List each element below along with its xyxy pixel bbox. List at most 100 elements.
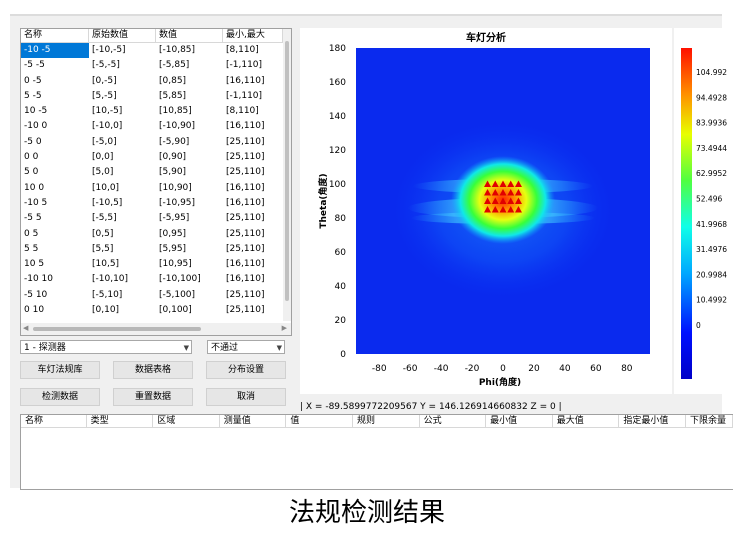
table-row[interactable]: -5 10 [-5,10] [-5,100] [25,110] — [21, 288, 283, 303]
table-row[interactable]: 5 -5 [5,-5] [5,85] [-1,110] — [21, 89, 283, 104]
table-row[interactable]: -10 10 [-10,10] [-10,100] [16,110] — [21, 272, 283, 287]
measurement-marker — [507, 180, 515, 187]
results-col-header[interactable]: 最大值 — [553, 415, 620, 427]
detect-data-button[interactable]: 检测数据 — [20, 388, 100, 406]
table-row[interactable]: -10 -5 [-10,-5] [-10,85] [8,110] — [21, 43, 283, 59]
table-row[interactable]: 10 0 [10,0] [10,90] [16,110] — [21, 181, 283, 196]
table-cell: 10 0 — [24, 182, 45, 193]
results-col-header[interactable]: 最小值 — [486, 415, 553, 427]
regulation-library-button[interactable]: 车灯法规库 — [20, 361, 100, 379]
table-cell: -10 5 — [24, 197, 48, 208]
table-cell: -5 -5 — [24, 60, 45, 71]
colorbar-tick-label: 31.4976 — [696, 245, 727, 254]
colorbar-svg: 104.992 94.4928 83.9936 73.4944 62.9952 52.49… — [681, 48, 727, 379]
table-cell: [16,110] — [226, 197, 265, 208]
data-table-rows: -10 -5 [-10,-5] [-10,85] [8,110] -5 -5 [-5,-5… — [21, 43, 283, 318]
table-cell: [5,95] — [159, 243, 187, 254]
table-cell: [-10,100] — [159, 274, 201, 285]
col-header-value[interactable]: 数值 — [156, 29, 223, 42]
table-cell: [10,95] — [159, 259, 192, 270]
table-cell: [25,110] — [226, 243, 265, 254]
horizontal-scrollbar[interactable]: ◀ ▶ — [21, 323, 291, 335]
measurement-marker — [507, 189, 515, 196]
reset-data-button[interactable]: 重置数据 — [113, 388, 193, 406]
table-row[interactable]: 0 0 [0,0] [0,90] [25,110] — [21, 150, 283, 165]
table-cell: [25,110] — [226, 136, 265, 147]
table-row[interactable]: 10 5 [10,5] [10,95] [16,110] — [21, 257, 283, 272]
distribution-settings-button[interactable]: 分布设置 — [206, 361, 286, 379]
data-table-header: 名称 原始数值 数值 最小,最大 — [21, 29, 283, 43]
measurement-marker — [499, 189, 507, 196]
table-cell: [-5,100] — [159, 289, 196, 300]
horizontal-scroll-thumb[interactable] — [33, 327, 201, 331]
detector-select[interactable]: 1 - 探测器 ▼ — [20, 340, 192, 354]
scroll-left-icon[interactable]: ◀ — [23, 324, 29, 332]
table-row[interactable]: 5 5 [5,5] [5,95] [25,110] — [21, 242, 283, 257]
table-row[interactable]: -5 -5 [-5,-5] [-5,85] [-1,110] — [21, 58, 283, 73]
table-row[interactable]: -5 5 [-5,5] [-5,95] [25,110] — [21, 211, 283, 226]
y-tick-label: 40 — [335, 282, 347, 292]
table-row[interactable]: -10 0 [-10,0] [-10,90] [16,110] — [21, 119, 283, 134]
cancel-button[interactable]: 取消 — [206, 388, 286, 406]
table-cell: [-5,90] — [159, 136, 190, 147]
table-row[interactable]: -5 0 [-5,0] [-5,90] [25,110] — [21, 135, 283, 150]
x-tick-label: -20 — [465, 364, 480, 374]
table-row[interactable]: 10 -5 [10,-5] [10,85] [8,110] — [21, 104, 283, 119]
table-cell: 0 5 — [24, 228, 39, 239]
scroll-right-icon[interactable]: ▶ — [281, 324, 287, 332]
cursor-status-text: | X = -89.5899772209567 Y = 146.12691466… — [300, 402, 562, 412]
table-cell: [5,85] — [159, 90, 187, 101]
table-row[interactable]: 5 0 [5,0] [5,90] [25,110] — [21, 165, 283, 180]
analysis-window: 名称 原始数值 数值 最小,最大 -10 -5 [-10,-5] [-10,85] [… — [10, 14, 733, 490]
colorbar-tick-label: 10.4992 — [696, 296, 727, 305]
results-col-header[interactable]: 规则 — [353, 415, 420, 427]
table-cell: 0 -5 — [24, 75, 42, 86]
col-header-raw[interactable]: 原始数值 — [89, 29, 156, 42]
table-cell: [0,0] — [92, 152, 114, 163]
chevron-down-icon: ▼ — [276, 344, 282, 352]
col-header-minmax[interactable]: 最小,最大 — [223, 29, 283, 42]
measurement-marker — [484, 206, 492, 213]
vertical-scroll-thumb[interactable] — [285, 41, 289, 301]
colorbar-tick-label: 83.9936 — [696, 119, 727, 128]
results-col-header[interactable]: 下限余量 — [686, 415, 733, 427]
table-cell: [0,10] — [92, 305, 120, 316]
table-row[interactable]: 0 -5 [0,-5] [0,85] [16,110] — [21, 74, 283, 89]
colorbar-tick-label: 94.4928 — [696, 93, 727, 102]
table-cell: [10,90] — [159, 182, 192, 193]
heatmap-chart[interactable]: 车灯分析 0 20 40 60 80 100 120 140 160 180 -80 -60 -40-… — [300, 28, 672, 394]
table-cell: [-5,85] — [159, 60, 190, 71]
vertical-scrollbar[interactable] — [283, 29, 291, 321]
col-header-name[interactable]: 名称 — [21, 29, 89, 42]
colorbar-ticks: 104.992 94.4928 83.9936 73.4944 62.9952 52.49… — [696, 68, 727, 330]
table-cell: 10 -5 — [24, 106, 48, 117]
results-col-header[interactable]: 公式 — [420, 415, 487, 427]
table-cell: [-10,-5] — [92, 45, 126, 55]
data-table-button[interactable]: 数据表格 — [113, 361, 193, 379]
table-row[interactable]: 0 10 [0,10] [0,100] [25,110] — [21, 303, 283, 318]
results-col-header[interactable]: 值 — [286, 415, 353, 427]
results-col-header[interactable]: 类型 — [87, 415, 154, 427]
table-row[interactable]: 0 5 [0,5] [0,95] [25,110] — [21, 227, 283, 242]
x-axis-ticks: -80 -60 -40 -20 0 20 40 60 80 — [372, 364, 633, 374]
table-cell: [10,-5] — [92, 106, 123, 117]
table-cell: [16,110] — [226, 182, 265, 193]
table-row[interactable]: -10 5 [-10,5] [-10,95] [16,110] — [21, 196, 283, 211]
measurement-marker — [514, 197, 522, 204]
table-cell: [-5,-5] — [92, 60, 120, 71]
x-tick-label: 20 — [528, 364, 540, 374]
results-col-header[interactable]: 指定最小值 — [619, 415, 686, 427]
table-cell: 5 5 — [24, 243, 39, 254]
table-cell: [-5,5] — [92, 213, 117, 224]
measurement-marker — [491, 197, 499, 204]
table-cell: [0,100] — [159, 305, 192, 316]
y-axis-label: Theta(角度) — [317, 173, 329, 228]
results-col-header[interactable]: 测量值 — [220, 415, 287, 427]
table-cell: [5,90] — [159, 167, 187, 178]
result-select[interactable]: 不通过 ▼ — [207, 340, 285, 354]
results-col-header[interactable]: 名称 — [21, 415, 87, 427]
measurement-marker — [507, 206, 515, 213]
table-cell: [5,0] — [92, 167, 114, 178]
table-cell: [10,85] — [159, 106, 192, 117]
results-col-header[interactable]: 区域 — [153, 415, 220, 427]
